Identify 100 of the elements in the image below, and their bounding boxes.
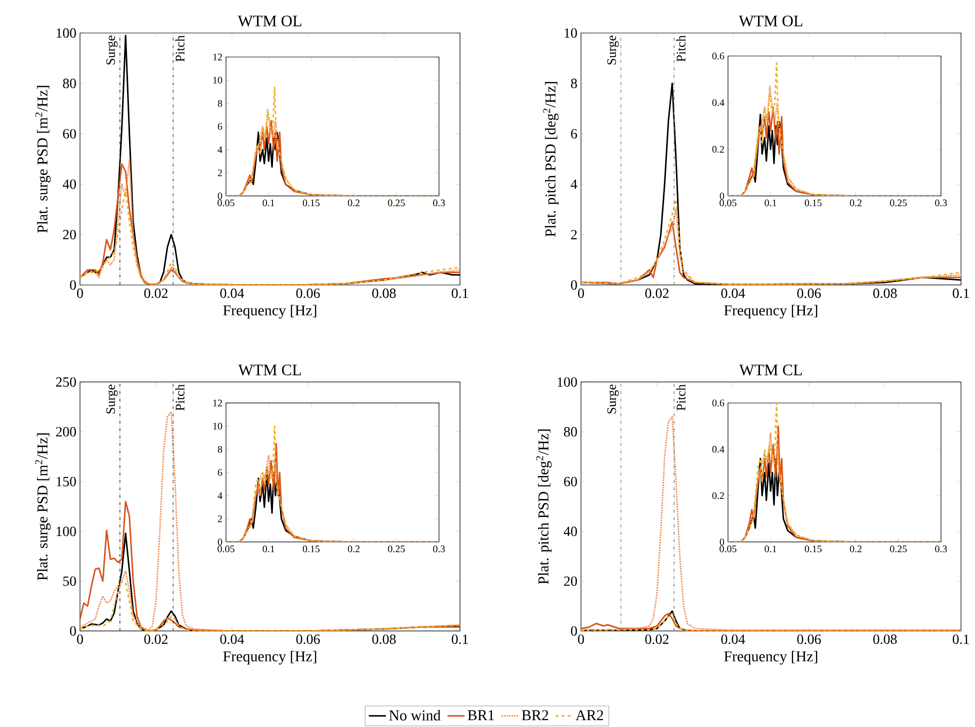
x-tick-label: 0: [578, 288, 584, 298]
y-tick-label: 10: [213, 422, 222, 430]
y-axis-title: Plat. surge PSD [m$^{2}$/Hz]: [35, 86, 51, 233]
x-tick-label: 0: [578, 634, 584, 644]
y-tick-label: 200: [56, 427, 76, 437]
x-tick-label: 0.05: [218, 200, 234, 206]
y-tick-label: 6: [218, 123, 222, 130]
y-tick-label: 40: [62, 179, 76, 189]
x-tick-label: 0.02: [144, 634, 168, 644]
x-tick-label: 0.25: [388, 546, 405, 552]
x-axis-title: Frequency [Hz]: [724, 650, 818, 665]
x-tick-label: 0.06: [296, 288, 320, 298]
x-tick-label: 0.1: [452, 288, 468, 298]
y-tick-label: 4: [218, 146, 222, 153]
y-tick-label: 0.6: [712, 52, 724, 60]
y-tick-label: 80: [564, 427, 577, 437]
y-tick-label: 20: [63, 230, 76, 240]
y-tick-label: 10: [564, 28, 577, 38]
y-tick-label: 0: [571, 280, 577, 290]
x-tick-label: 0.2: [850, 200, 862, 206]
y-tick-label: 100: [56, 526, 76, 536]
x-tick-label: 0.02: [645, 634, 668, 644]
x-tick-label: 0.2: [850, 546, 862, 552]
y-tick-label: 0.4: [712, 99, 724, 106]
y-tick-label: 8: [218, 446, 222, 453]
line-series: [80, 188, 460, 285]
chart-title: WTM OL: [738, 16, 802, 26]
x-tick-label: 0.04: [721, 634, 746, 644]
y-tick-label: 0: [720, 192, 724, 200]
y-tick-label: 40: [564, 526, 577, 536]
y-tick-label: 2: [571, 230, 577, 240]
x-tick-label: 0.05: [218, 546, 234, 552]
x-tick-label: 0: [77, 288, 83, 298]
x-tick-label: 0.04: [721, 288, 746, 298]
ref-line-label: Surge: [106, 384, 118, 414]
ref-line-label: Surge: [607, 384, 619, 414]
y-tick-label: 6: [218, 469, 222, 476]
ref-line-label: Pitch: [676, 35, 686, 62]
y-tick-label: 20: [564, 576, 577, 586]
x-tick-label: 0.04: [220, 634, 244, 644]
x-tick-label: 0.2: [348, 200, 360, 206]
x-axis-title: Frequency [Hz]: [223, 304, 316, 319]
chart-title: WTM CL: [739, 364, 802, 376]
legend-label: BR2: [522, 710, 548, 720]
x-tick-label: 0.1: [262, 546, 274, 552]
ref-line-label: Pitch: [175, 35, 184, 62]
x-tick-label: 0.05: [720, 200, 736, 206]
x-tick-label: 0.1: [452, 634, 468, 644]
x-tick-label: 0.2: [348, 546, 360, 552]
y-tick-label: 2: [218, 516, 222, 522]
y-tick-label: 0: [70, 626, 76, 636]
x-tick-label: 0.3: [935, 200, 947, 206]
x-tick-label: 0.25: [890, 200, 907, 206]
y-tick-label: 6: [571, 129, 578, 138]
y-tick-label: 60: [63, 129, 76, 139]
y-tick-label: 0: [571, 626, 577, 636]
y-tick-label: 0.4: [712, 446, 724, 453]
y-tick-label: 0: [720, 538, 724, 546]
y-tick-label: 80: [63, 78, 76, 88]
ref-line-label: Pitch: [676, 384, 686, 411]
y-axis-title: Plat. surge PSD [m$^{2}$/Hz]: [35, 433, 51, 580]
x-tick-label: 0.08: [873, 634, 897, 644]
y-tick-label: 0: [218, 538, 222, 546]
y-tick-label: 0.2: [712, 492, 724, 500]
x-tick-label: 0.1: [764, 546, 776, 552]
x-tick-label: 0.15: [804, 546, 822, 552]
x-tick-label: 0.1: [952, 288, 969, 298]
legend-label: BR1: [468, 710, 494, 720]
y-tick-label: 0.6: [712, 400, 724, 406]
y-tick-label: 0.2: [712, 146, 724, 153]
y-tick-label: 8: [571, 78, 577, 88]
y-tick-label: 60: [564, 476, 577, 486]
y-tick-label: 4: [218, 492, 222, 499]
y-tick-label: 10: [213, 76, 222, 84]
x-axis-title: Frequency [Hz]: [724, 304, 818, 319]
x-tick-label: 0.15: [302, 546, 320, 552]
y-tick-label: 4: [570, 180, 578, 189]
legend-label: No wind: [389, 710, 441, 721]
x-tick-label: 0.15: [804, 200, 822, 206]
chart-title: WTM OL: [238, 16, 302, 26]
x-tick-label: 0.04: [220, 288, 244, 298]
ref-line-label: Pitch: [175, 384, 184, 411]
x-tick-label: 0.08: [372, 634, 396, 644]
y-tick-label: 100: [56, 28, 76, 38]
x-tick-label: 0.05: [720, 546, 736, 552]
x-tick-label: 0.1: [764, 200, 776, 206]
x-tick-label: 0.3: [433, 200, 445, 206]
y-tick-label: 250: [56, 377, 76, 387]
x-tick-label: 0.3: [935, 546, 947, 552]
x-tick-label: 0.25: [890, 546, 907, 552]
y-tick-label: 150: [56, 476, 76, 486]
y-tick-label: 2: [218, 170, 222, 176]
y-axis-title: Plat. pitch PSD [deg$^{2}$/Hz]: [543, 82, 559, 237]
y-tick-label: 50: [63, 576, 76, 586]
y-tick-label: 12: [213, 54, 222, 60]
x-tick-label: 0.06: [797, 634, 821, 644]
x-tick-label: 0.08: [873, 288, 897, 298]
x-tick-label: 0.15: [302, 200, 320, 206]
y-tick-label: 8: [218, 100, 222, 107]
x-tick-label: 0.08: [372, 288, 396, 298]
